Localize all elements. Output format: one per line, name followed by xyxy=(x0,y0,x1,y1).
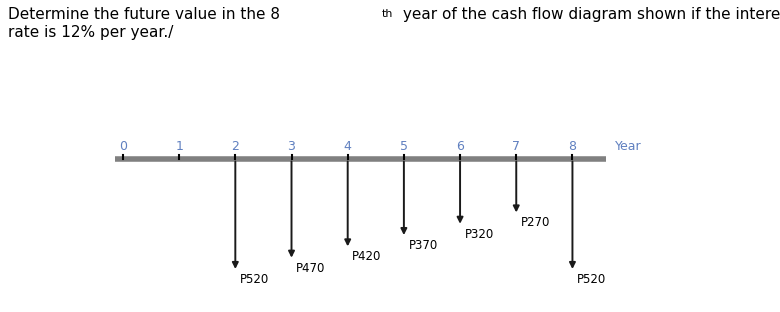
Text: P520: P520 xyxy=(577,273,606,286)
Text: 6: 6 xyxy=(456,140,464,153)
Text: 7: 7 xyxy=(512,140,520,153)
Text: th: th xyxy=(382,9,393,19)
Text: P370: P370 xyxy=(409,239,438,252)
Text: 1: 1 xyxy=(176,140,183,153)
Text: 2: 2 xyxy=(232,140,239,153)
Text: 4: 4 xyxy=(344,140,352,153)
Text: year of the cash flow diagram shown if the interest: year of the cash flow diagram shown if t… xyxy=(398,7,780,22)
Text: P470: P470 xyxy=(296,262,325,275)
Text: 8: 8 xyxy=(569,140,576,153)
Text: P420: P420 xyxy=(353,250,381,263)
Text: P520: P520 xyxy=(239,273,269,286)
Text: P270: P270 xyxy=(521,217,550,229)
Text: 3: 3 xyxy=(288,140,296,153)
Text: Determine the future value in the 8: Determine the future value in the 8 xyxy=(8,7,280,22)
Text: rate is 12% per year./: rate is 12% per year./ xyxy=(8,25,173,40)
Text: 5: 5 xyxy=(400,140,408,153)
Text: P320: P320 xyxy=(465,228,494,241)
Text: 0: 0 xyxy=(119,140,127,153)
Text: Year: Year xyxy=(615,140,641,153)
